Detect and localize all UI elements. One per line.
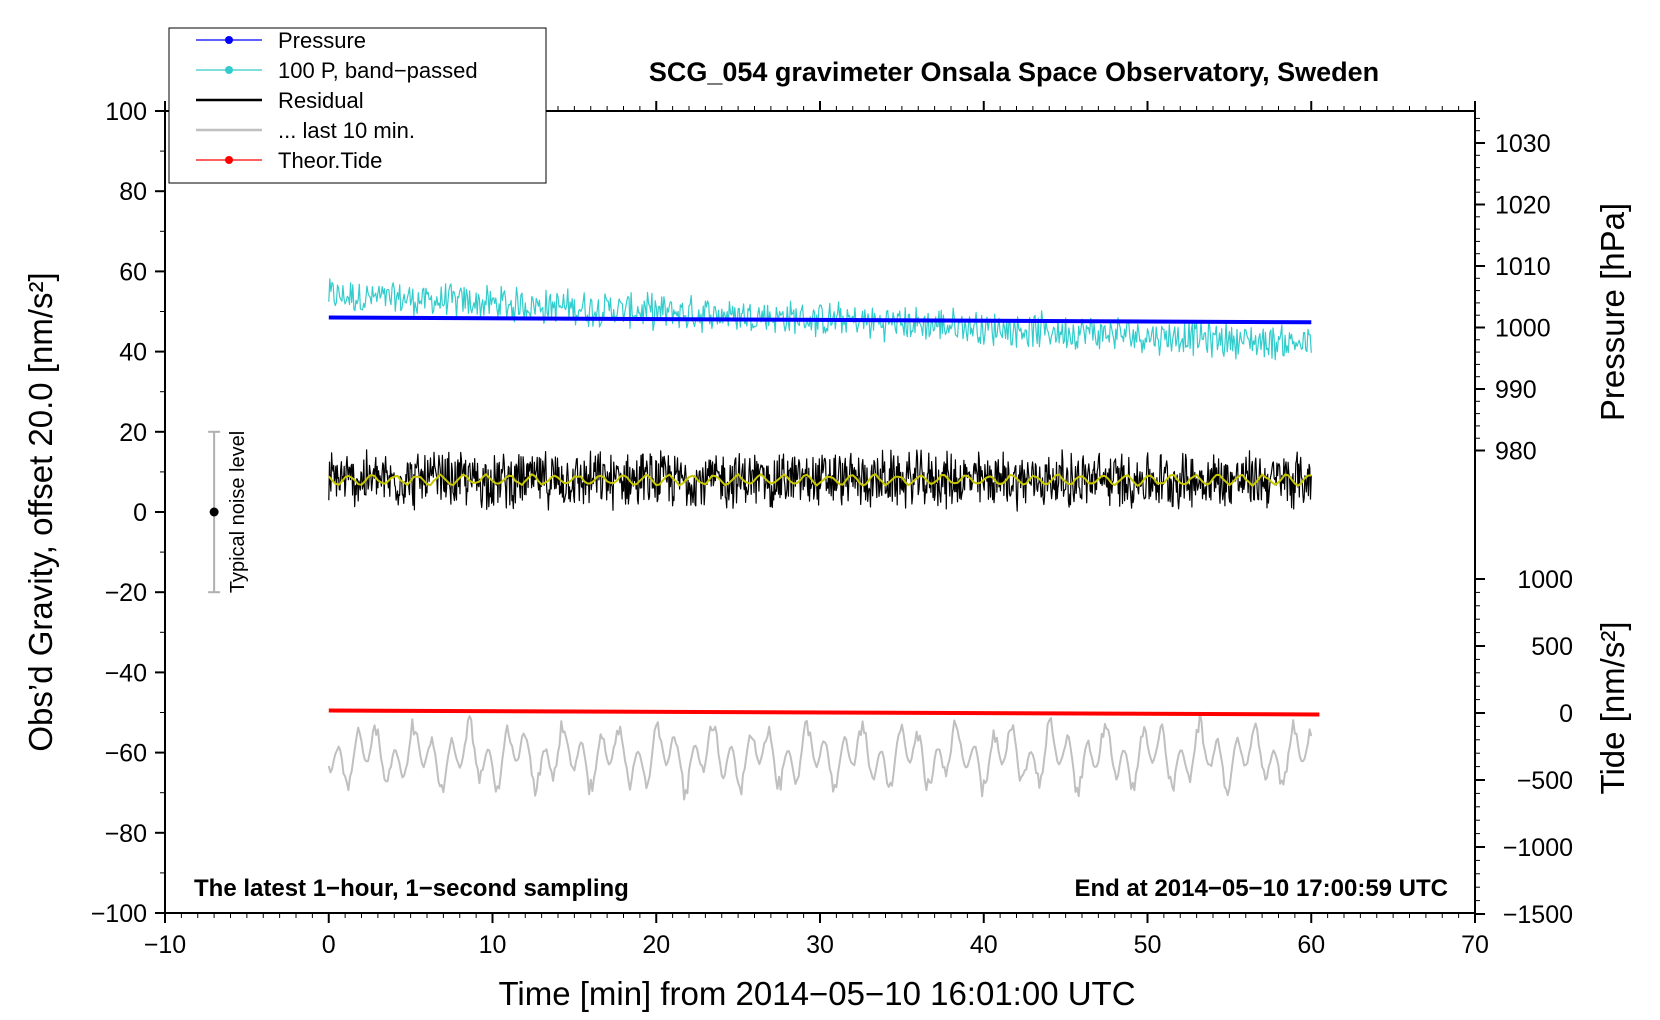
y-tick-label-tide: −500 <box>1517 767 1573 795</box>
y-tick-label-pressure: 1030 <box>1495 130 1551 158</box>
y-tick-label-left: 20 <box>119 419 147 447</box>
x-tick-label: 20 <box>642 931 670 959</box>
y-axis-title-left: Obs’d Gravity, offset 20.0 [nm/s²] <box>22 272 59 751</box>
legend-label: Theor.Tide <box>278 148 382 173</box>
x-tick-label: −10 <box>144 931 186 959</box>
y-tick-label-left: 100 <box>105 98 147 126</box>
y-tick-label-left: −60 <box>105 740 147 768</box>
y-tick-label-left: −80 <box>105 820 147 848</box>
x-tick-label: 40 <box>970 931 998 959</box>
y-tick-label-pressure: 1000 <box>1495 315 1551 343</box>
x-tick-label: 50 <box>1134 931 1162 959</box>
x-tick-label: 10 <box>479 931 507 959</box>
y-tick-label-pressure: 1010 <box>1495 253 1551 281</box>
x-tick-label: 70 <box>1461 931 1489 959</box>
y-tick-label-tide: 0 <box>1559 700 1573 728</box>
y-tick-label-pressure: 980 <box>1495 438 1537 466</box>
legend-label: ... last 10 min. <box>278 118 415 143</box>
plot-border <box>164 110 1476 914</box>
ticks-layer: −10 0 10 20 30 40 50 60 70100806040200−20−40−60−… <box>91 98 1573 959</box>
legend-marker <box>225 36 233 44</box>
series-layer <box>327 278 1320 801</box>
x-axis-title: Time [min] from 2014−05−10 16:01:00 UTC <box>498 975 1135 1012</box>
legend-marker <box>225 156 233 164</box>
y-tick-label-left: 40 <box>119 339 147 367</box>
legend-box <box>168 27 547 184</box>
series-100-p-band-passed <box>328 278 1312 361</box>
y-tick-label-left: 80 <box>119 178 147 206</box>
plot-frame <box>164 110 1476 914</box>
annotation-sampling: The latest 1−hour, 1−second sampling <box>194 875 629 902</box>
annotation-end-time: End at 2014−05−10 17:00:59 UTC <box>1074 875 1448 902</box>
y-tick-label-left: 0 <box>133 499 147 527</box>
y-tick-label-tide: −1500 <box>1503 901 1573 929</box>
y-axis-title-pressure: Pressure [hPa] <box>1594 203 1631 421</box>
legend-label: Residual <box>278 88 364 113</box>
x-tick-label: 30 <box>806 931 834 959</box>
x-tick-label: 0 <box>322 931 336 959</box>
legend-label: Pressure <box>278 28 366 53</box>
noise-bar-label: Typical noise level <box>227 431 249 593</box>
series-last-10-min <box>327 712 1313 801</box>
y-tick-label-tide: 1000 <box>1517 566 1573 594</box>
y-tick-label-pressure: 990 <box>1495 376 1537 404</box>
legend-marker <box>225 66 233 74</box>
series-residual <box>328 449 1312 512</box>
y-tick-label-left: −100 <box>91 900 147 928</box>
legend-label: 100 P, band−passed <box>278 58 478 83</box>
y-tick-label-tide: −1000 <box>1503 834 1573 862</box>
y-tick-label-pressure: 1020 <box>1495 192 1551 220</box>
series-residual-smoothed <box>328 473 1312 487</box>
noise-bar: Typical noise level <box>208 430 249 594</box>
legend: Pressure 100 P, band−passed Residual ... la… <box>168 27 547 184</box>
series-theor-tide <box>328 708 1320 717</box>
x-tick-label: 60 <box>1297 931 1325 959</box>
chart-title: SCG_054 gravimeter Onsala Space Observat… <box>649 57 1379 87</box>
y-tick-label-left: 60 <box>119 258 147 286</box>
y-tick-label-tide: 500 <box>1531 633 1573 661</box>
y-tick-label-left: −20 <box>105 579 147 607</box>
y-tick-label-left: −40 <box>105 659 147 687</box>
noise-bar-center <box>209 507 219 517</box>
y-axis-title-tide: Tide [nm/s²] <box>1594 622 1631 795</box>
series-pressure <box>328 315 1312 325</box>
